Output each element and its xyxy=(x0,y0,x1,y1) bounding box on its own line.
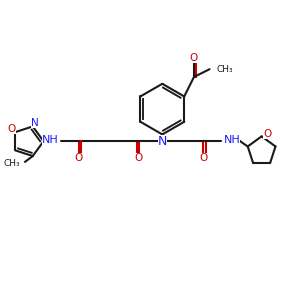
Text: O: O xyxy=(199,153,207,163)
Text: NH: NH xyxy=(42,135,59,145)
Text: N: N xyxy=(31,118,39,128)
Text: O: O xyxy=(135,153,143,163)
Text: CH₃: CH₃ xyxy=(4,159,20,168)
Text: O: O xyxy=(190,53,198,64)
Text: CH₃: CH₃ xyxy=(216,65,233,74)
Text: O: O xyxy=(263,129,272,140)
Text: O: O xyxy=(74,153,83,163)
Text: N: N xyxy=(158,135,167,148)
Text: O: O xyxy=(7,124,16,134)
Text: NH: NH xyxy=(224,135,240,145)
